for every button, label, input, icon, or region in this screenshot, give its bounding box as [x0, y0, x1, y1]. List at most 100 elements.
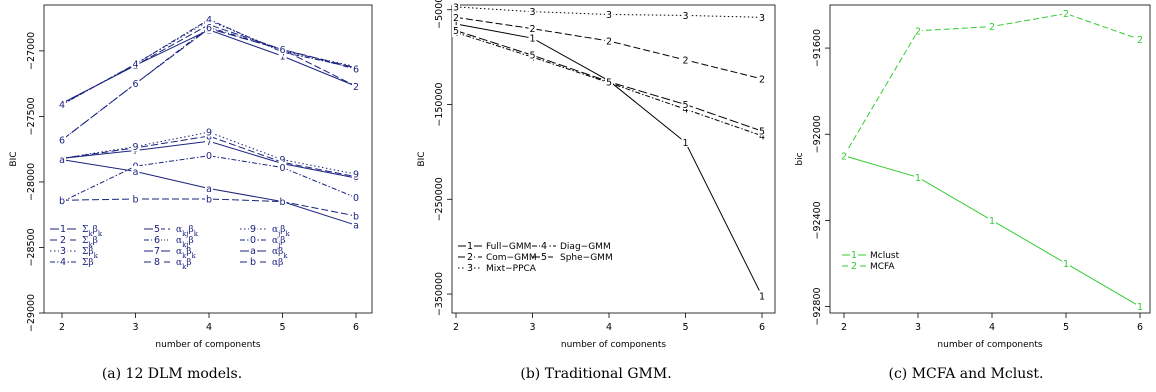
data-point-6: 6 — [279, 45, 285, 56]
data-point-a: a — [59, 155, 65, 166]
data-point-3: 3 — [606, 10, 612, 21]
data-point-b: b — [132, 194, 138, 205]
svg-text:1: 1 — [851, 250, 857, 261]
data-point-9: 9 — [206, 128, 212, 139]
legend-entry: 7 αkβk — [144, 245, 197, 260]
data-point-5: 5 — [453, 26, 459, 37]
svg-text:2: 2 — [60, 235, 66, 246]
y-tick-label: −92000 — [812, 115, 823, 153]
x-tick-label: 5 — [1063, 322, 1069, 333]
x-tick-label: 6 — [1137, 322, 1143, 333]
point-bg — [988, 21, 996, 32]
svg-text:8: 8 — [154, 257, 160, 268]
data-point-5: 5 — [529, 51, 535, 62]
svg-text:αkβ: αkβ — [176, 258, 192, 271]
point-bg — [681, 54, 690, 65]
x-tick-label: 3 — [915, 322, 921, 333]
series-line-2 — [455, 16, 763, 80]
point-bg — [278, 162, 287, 173]
point-bg — [205, 135, 213, 146]
point-bg — [681, 99, 690, 110]
data-point-1: 1 — [279, 52, 285, 63]
data-point-2: 2 — [353, 82, 359, 93]
data-point-2: 2 — [682, 55, 688, 66]
point-bg — [131, 58, 140, 69]
data-point-b: b — [353, 212, 359, 223]
svg-text:αβk: αβk — [272, 247, 288, 260]
data-point-3: 3 — [682, 11, 688, 22]
legend-entry: 0 αjβ — [240, 234, 285, 249]
point-bg — [528, 32, 537, 43]
legend-entry: 9 αjβk — [240, 223, 290, 238]
point-bg — [352, 168, 360, 179]
series-line-8 — [61, 135, 357, 178]
point-bg — [452, 1, 460, 12]
point-bg — [278, 196, 287, 207]
y-tick-label: −91600 — [812, 29, 823, 67]
point-bg — [131, 141, 140, 152]
legend-entry: 3 Mixt−PPCA — [458, 262, 537, 274]
x-axis-title: number of components — [937, 340, 1042, 350]
data-point-1: 1 — [989, 216, 995, 227]
data-point-0: 0 — [353, 193, 359, 204]
y-tick-label: −28500 — [26, 228, 37, 266]
series-line-1 — [61, 29, 357, 104]
data-point-2: 2 — [759, 74, 765, 85]
series-line-5 — [61, 28, 357, 141]
svg-text:Full−GMM: Full−GMM — [486, 242, 531, 252]
series-line-b — [61, 198, 357, 217]
point-bg — [528, 49, 537, 60]
data-point-2: 2 — [1063, 9, 1069, 20]
data-point-2: 2 — [841, 151, 847, 162]
data-point-8: 8 — [206, 132, 212, 143]
y-tick-label: −250000 — [434, 177, 445, 221]
data-point-1: 1 — [759, 291, 765, 302]
svg-text:Σβk: Σβk — [82, 247, 99, 260]
legend-entry: 1 Full−GMM — [458, 240, 531, 252]
data-point-9: 9 — [279, 155, 285, 166]
x-tick-label: 5 — [682, 322, 688, 333]
x-tick-label: 2 — [59, 322, 65, 333]
x-tick-label: 2 — [453, 322, 459, 333]
data-point-2: 2 — [606, 37, 612, 48]
point-bg — [758, 73, 766, 84]
point-bg — [452, 25, 460, 36]
point-bg — [352, 219, 360, 230]
y-tick-label: −28000 — [26, 163, 37, 201]
data-point-4: 4 — [682, 105, 688, 116]
x-axis-title: number of components — [561, 340, 666, 350]
data-point-3: 3 — [759, 13, 765, 24]
chart-panel-3: 2 3 4 5 6 −92800 −92400 −92000 −91600 number of c… — [795, 4, 1151, 382]
x-tick-label: 6 — [353, 322, 359, 333]
point-bg — [528, 23, 537, 34]
point-bg — [58, 99, 66, 110]
point-bg — [1136, 33, 1144, 44]
y-tick-label: −150000 — [434, 82, 445, 126]
svg-text:Σkβ: Σkβ — [82, 236, 98, 249]
point-bg — [840, 150, 848, 161]
svg-text:Com−GMM: Com−GMM — [486, 253, 537, 263]
data-point-4: 4 — [59, 100, 65, 111]
svg-text:MCFA: MCFA — [870, 262, 895, 272]
plot-frame — [829, 4, 1151, 314]
y-tick-label: −27000 — [26, 32, 37, 70]
series-line-1 — [843, 155, 1141, 307]
series-line-2 — [843, 13, 1141, 157]
y-tick-label: −92400 — [812, 201, 823, 239]
svg-text:Mclust: Mclust — [870, 251, 900, 261]
y-tick-label: −92800 — [812, 287, 823, 325]
svg-text:b: b — [250, 257, 256, 268]
svg-text:4: 4 — [541, 241, 547, 252]
y-axis-title: BIC — [9, 151, 19, 166]
svg-text:αkjβk: αkjβk — [176, 225, 199, 238]
y-tick-label: −50000 — [434, 0, 445, 29]
y-axis-title: bic — [795, 152, 805, 165]
point-bg — [914, 25, 922, 36]
legend-entry: 1 Σkβk — [50, 223, 103, 238]
data-point-4: 4 — [206, 15, 212, 26]
plot-frame — [43, 4, 373, 314]
data-point-a: a — [133, 167, 139, 178]
svg-text:0: 0 — [250, 235, 256, 246]
point-bg — [681, 9, 690, 20]
